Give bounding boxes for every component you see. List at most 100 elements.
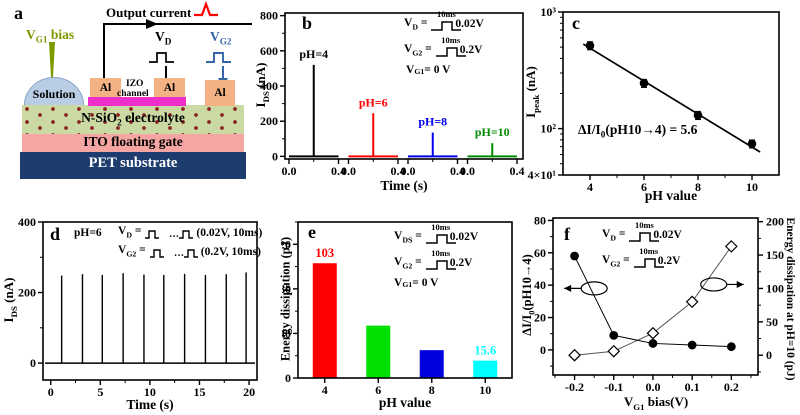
svg-text:103: 103 [315,246,334,260]
panel-d-plot: 0 200 400 0 5 10 15 20 Time (s) [18,215,258,412]
svg-text:60: 60 [534,246,546,260]
delta-annotation: ΔI/I0(pH10→4) = 5.6 [578,122,698,140]
y-axis-label: IDS (nA) [253,62,271,108]
panel-e-chart: 0 40 80 120 4 103 6 8 10 15.6 pH value Energy dissi… [278,205,540,415]
svg-text:200: 200 [260,114,278,128]
pulse-train-icon: … [145,229,194,240]
svg-text:pH=10: pH=10 [475,125,510,139]
pet-label: PET substrate [88,155,178,171]
ito-layer [22,134,244,152]
annotation: VD = 10ms 0.02V [602,220,682,243]
al-label: Al [99,81,112,94]
panel-c-label: c [572,13,580,33]
svg-text:4: 4 [587,180,593,194]
svg-text:8: 8 [695,180,701,194]
svg-text:100: 100 [766,281,784,295]
svg-text:800: 800 [260,9,278,23]
svg-text:10³: 10³ [540,5,556,19]
y-axis-label: Energy dissipation (pJ) [278,236,293,362]
svg-text:10: 10 [746,180,758,194]
annotation: VG2 =… (0.2V, 10ms) [118,244,261,259]
panel-a-label: a [14,3,23,23]
output-spike-icon [194,0,218,17]
annotation: V G1 = 0 V [406,64,451,76]
panel-a-schematic: a Output current VG1 bias VD VG2 Solutio… [0,0,256,205]
svg-text:6: 6 [375,383,381,397]
vg1-needle [49,42,55,94]
panel-f-label: f [564,224,570,244]
svg-text:40: 40 [282,326,291,340]
svg-text:0.4: 0.4 [331,164,346,178]
svg-text:20: 20 [243,385,255,399]
svg-text:0.0: 0.0 [460,164,475,178]
annotation: V G1 = 0 V [394,277,439,289]
svg-text:10²: 10² [540,122,556,136]
vg2-label: VG2 [210,29,232,47]
svg-text:4: 4 [322,383,328,397]
annotation: VDS = 10ms 0.02V [394,222,479,245]
svg-text:0.0: 0.0 [401,164,416,178]
svg-text:…: … [174,248,184,259]
pulse-icon [425,259,456,270]
electrolyte-label: N-SiO2 electrolyte [81,110,185,128]
right-arrowhead-icon [146,19,158,29]
svg-text:pH=8: pH=8 [418,115,447,129]
svg-text:pH value: pH value [379,395,431,410]
svg-text:600: 600 [260,44,278,58]
svg-text:0.2: 0.2 [724,380,739,394]
annotation: VG2 = 10ms 0.2V [404,35,483,58]
al-electrode-1: Al [90,78,121,97]
pulse-icon [629,231,660,242]
panel-e-label: e [308,222,316,242]
electrolyte-layer [22,105,244,134]
svg-text:0.4: 0.4 [450,164,465,178]
svg-text:Time (s): Time (s) [126,397,173,412]
panel-d-label: d [50,224,61,244]
pet-layer [20,152,246,179]
panel-c-plot: 10³ 10² 4×10¹ 4 6 8 10 pH value [528,5,780,203]
panel-b-label: b [302,13,313,33]
annotation: VD = 10ms 0.02V [404,9,484,32]
y-axis-label: Ipeak (nA) [523,66,541,118]
svg-text:0: 0 [285,371,291,385]
svg-text:0: 0 [48,385,54,399]
panel-d-chart: 0 200 400 0 5 10 15 20 Time (s) IDS (nA) pH=6 VD =…… [0,205,278,415]
svg-text:-0.2: -0.2 [565,380,584,394]
svg-text:0.0: 0.0 [341,164,356,178]
panel-c-chart: 10³ 10² 4×10¹ 4 6 8 10 pH value Ipeak (nA) ΔI/I0(… [520,0,800,205]
annotation: pH=6 [74,227,102,239]
left-y-axis-label: ΔI/I0(pH10→4) [519,254,537,336]
svg-text:0: 0 [30,356,36,370]
svg-text:pH=4: pH=4 [299,47,328,61]
izo-label-line2: channel [117,89,149,99]
svg-text:pH=6: pH=6 [359,95,388,109]
svg-text:120: 120 [282,237,291,251]
annotation: VD =… (0.02V, 10ms) [118,225,263,240]
svg-text:50: 50 [766,315,778,329]
al-label: Al [214,87,226,99]
svg-text:6: 6 [641,180,647,194]
svg-text:400: 400 [260,79,278,93]
output-current-label: Output current [106,5,192,20]
svg-text:40: 40 [534,278,546,292]
izo-label-line1: IZO [126,79,144,89]
pulse-icon [425,233,456,244]
svg-text:80: 80 [282,282,291,296]
pulse-icon [431,20,462,31]
svg-text:10: 10 [144,385,156,399]
svg-text:0: 0 [766,348,772,362]
svg-text:…: … [169,229,179,240]
svg-text:20: 20 [534,311,546,325]
svg-text:-0.1: -0.1 [604,380,623,394]
svg-text:10: 10 [479,383,491,397]
svg-text:15: 15 [193,385,205,399]
izo-channel-strip [88,97,186,106]
al-label: Al [163,81,176,94]
svg-text:0.4: 0.4 [391,164,406,178]
panel-e-plot: 0 40 80 120 4 103 6 8 10 15.6 pH value [282,221,513,410]
svg-text:200: 200 [766,215,784,229]
vg1-bias-label: VG1 bias [26,27,75,45]
svg-text:0.0: 0.0 [645,380,660,394]
